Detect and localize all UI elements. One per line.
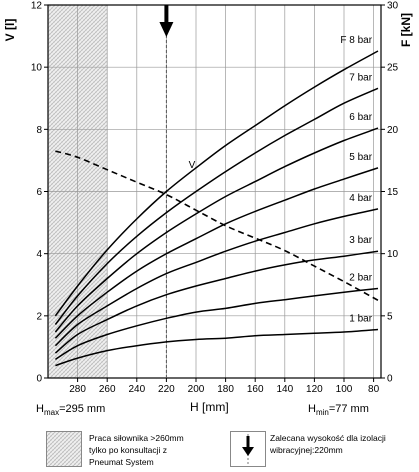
y-left-tick-label: 0 — [36, 374, 42, 385]
series-label: 4 bar — [349, 193, 372, 204]
hmax-value: =295 mm — [59, 403, 106, 415]
series-3-bar — [54, 250, 379, 354]
hmax-sub: max — [43, 408, 60, 418]
legend-hatched-text: Praca siłownika >260mm tylko po konsulta… — [89, 432, 219, 468]
y-left-tick-label: 2 — [36, 311, 42, 322]
legend-arrow-text: Zalecana wysokość dla izolacji wibracyjn… — [270, 432, 418, 456]
series-label: F 8 bar — [340, 35, 372, 46]
hatched-swatch-icon — [47, 432, 81, 466]
y-right-tick-label: 0 — [387, 374, 393, 385]
series-label: 2 bar — [349, 272, 372, 283]
y-axis-right-label: F [kN] — [399, 13, 413, 47]
y-right-tick-label: 25 — [387, 63, 399, 74]
x-tick-label: 140 — [276, 384, 293, 395]
series-v — [55, 150, 379, 301]
x-tick-label: 180 — [217, 384, 234, 395]
hmin-label: Hmin=77 mm — [308, 403, 369, 417]
hmin-sub: min — [315, 408, 329, 418]
series-f-8-bar — [54, 50, 379, 317]
hmax-label: Hmax=295 mm — [36, 403, 105, 417]
y-left-tick-label: 8 — [36, 125, 42, 136]
legend-hatched-line-2: tylko po konsultacji z — [89, 445, 167, 455]
y-right-tick-label: 15 — [387, 187, 399, 198]
x-tick-label: 120 — [306, 384, 323, 395]
y-right-tick-label: 5 — [387, 311, 393, 322]
arrow-down-icon — [242, 434, 254, 464]
y-left-tick-label: 4 — [36, 249, 42, 260]
series-6-bar — [54, 127, 379, 333]
series-7-bar — [54, 87, 379, 325]
legend-arrow-line-1: Zalecana wysokość dla izolacji — [270, 433, 386, 443]
legend-hatched-line-1: Praca siłownika >260mm — [89, 433, 184, 443]
legend-arrow-swatch — [230, 431, 266, 467]
y-axis-left-label: V [l] — [3, 19, 17, 42]
hmin-value: =77 mm — [328, 403, 369, 415]
series-label: 1 bar — [349, 314, 372, 325]
y-right-tick-label: 10 — [387, 249, 399, 260]
x-tick-label: 200 — [188, 384, 205, 395]
series-label: 7 bar — [349, 72, 372, 83]
series-label: V — [189, 160, 196, 171]
series-label: 6 bar — [349, 112, 372, 123]
series-4-bar — [54, 208, 379, 347]
series-1-bar — [55, 328, 379, 367]
x-tick-label: 220 — [158, 384, 175, 395]
x-tick-label: 80 — [368, 384, 380, 395]
hmin-prefix: H — [308, 403, 316, 415]
series-label: 3 bar — [349, 235, 372, 246]
x-tick-label: 100 — [336, 384, 353, 395]
x-axis-title: H [mm] — [190, 400, 229, 414]
y-left-tick-label: 12 — [31, 1, 43, 12]
y-right-tick-label: 20 — [387, 125, 399, 136]
hmax-prefix: H — [36, 403, 44, 415]
series-label: 5 bar — [349, 152, 372, 163]
legend-hatched-swatch — [46, 431, 82, 467]
series-2-bar — [55, 287, 379, 361]
y-left-tick-label: 6 — [36, 187, 42, 198]
chart: 280 260 240 220 200 180 160 140 120 100 8002468101… — [3, 1, 413, 396]
x-axis-label: H [mm] — [190, 400, 229, 414]
x-tick-label: 280 — [69, 384, 86, 395]
x-tick-label: 240 — [128, 384, 145, 395]
y-right-tick-label: 30 — [387, 1, 399, 12]
x-tick-label: 160 — [247, 384, 264, 395]
arrow-down-icon — [159, 22, 174, 37]
y-left-tick-label: 10 — [31, 63, 43, 74]
legend-hatched-line-3: Pneumat System — [89, 457, 154, 467]
series-5-bar — [54, 167, 379, 339]
x-tick-label: 260 — [99, 384, 116, 395]
legend-arrow-line-2: wibracyjnej:220mm — [270, 445, 343, 455]
